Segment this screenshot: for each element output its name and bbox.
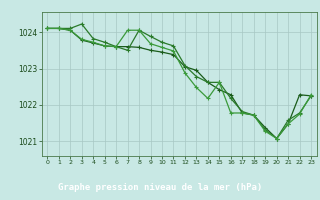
Text: Graphe pression niveau de la mer (hPa): Graphe pression niveau de la mer (hPa) — [58, 183, 262, 192]
